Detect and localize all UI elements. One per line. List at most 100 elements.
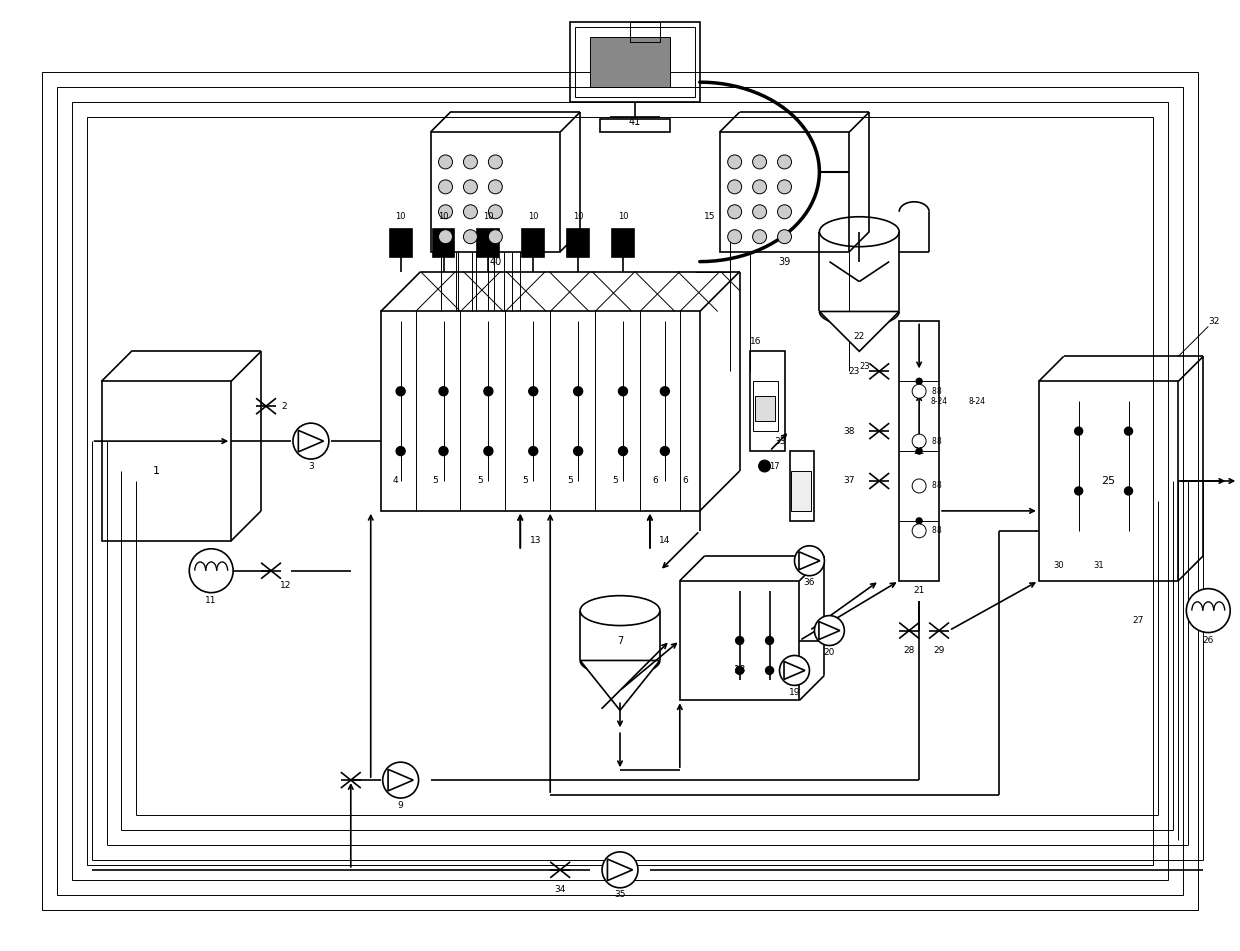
Circle shape [815,615,844,646]
Polygon shape [799,552,820,570]
Circle shape [1075,427,1083,436]
Text: 20: 20 [823,648,835,657]
Circle shape [780,655,810,686]
Circle shape [916,378,923,384]
Text: 32: 32 [1208,317,1220,326]
Circle shape [619,387,627,396]
Circle shape [777,180,791,194]
Circle shape [753,180,766,194]
Text: 22: 22 [853,332,866,340]
Text: 29: 29 [934,646,945,655]
Text: 8: 8 [931,481,936,491]
Polygon shape [784,662,805,679]
Bar [899,321,939,581]
Text: 10: 10 [618,212,629,222]
Text: 13: 13 [529,536,541,545]
Bar [600,119,670,132]
Circle shape [916,518,923,524]
Text: 5: 5 [433,476,439,485]
Circle shape [383,762,419,798]
Bar [430,132,560,252]
Circle shape [439,180,453,194]
Circle shape [913,479,926,493]
Text: 5: 5 [477,476,484,485]
Circle shape [753,230,766,243]
Circle shape [439,230,453,243]
Text: 14: 14 [660,536,671,545]
Bar [790,451,815,521]
Polygon shape [388,769,413,791]
Bar [567,229,589,257]
Text: 26: 26 [1203,636,1214,645]
Bar [72,102,1168,880]
Circle shape [735,667,744,674]
Circle shape [777,230,791,243]
Bar [522,229,544,257]
Text: 8: 8 [936,481,941,491]
Text: 5: 5 [567,476,573,485]
Text: 1: 1 [153,466,160,476]
Text: 25: 25 [1101,476,1116,486]
Polygon shape [818,622,839,639]
Circle shape [464,204,477,219]
Text: 23: 23 [859,361,869,371]
Circle shape [528,387,538,396]
Text: 21: 21 [914,447,925,456]
Circle shape [1125,487,1132,495]
Text: 23: 23 [848,367,861,376]
Text: 21: 21 [914,586,925,595]
Circle shape [439,447,448,456]
Circle shape [464,230,477,243]
Circle shape [489,230,502,243]
Circle shape [777,204,791,219]
Circle shape [795,546,825,575]
Circle shape [439,204,453,219]
Bar [570,22,699,102]
Circle shape [464,155,477,169]
Circle shape [728,155,742,169]
Text: 8-24: 8-24 [930,397,947,406]
Circle shape [1125,427,1132,436]
Circle shape [528,447,538,456]
Circle shape [396,387,405,396]
Bar [42,72,1198,910]
Text: 37: 37 [843,476,856,485]
Text: 19: 19 [789,688,800,697]
Circle shape [439,155,453,169]
Text: 10: 10 [484,212,494,222]
Text: 30: 30 [1054,561,1064,571]
Bar [433,229,455,257]
Bar [755,397,775,421]
Bar [791,471,811,511]
Circle shape [489,155,502,169]
Bar [1039,381,1178,581]
Text: 15: 15 [704,212,715,222]
Circle shape [574,387,583,396]
Bar [87,117,1153,864]
Bar [753,381,777,431]
Circle shape [489,204,502,219]
Text: 16: 16 [750,337,761,346]
Text: 40: 40 [490,257,501,266]
Text: 10: 10 [396,212,405,222]
Text: 3: 3 [308,461,314,471]
Bar [477,229,500,257]
Circle shape [489,180,502,194]
Bar [102,381,231,541]
Text: 8: 8 [931,387,936,396]
Text: 6: 6 [652,476,657,485]
Circle shape [916,448,923,454]
Bar [680,581,800,700]
Text: 11: 11 [206,596,217,605]
Circle shape [661,447,670,456]
Text: 38: 38 [843,427,856,436]
Polygon shape [299,431,324,452]
Text: 5: 5 [613,476,618,485]
Circle shape [439,387,448,396]
Circle shape [759,460,770,472]
Text: 27: 27 [1133,616,1145,625]
Circle shape [484,387,492,396]
Text: 8: 8 [931,437,936,446]
Circle shape [190,549,233,592]
Text: 8: 8 [936,437,941,446]
